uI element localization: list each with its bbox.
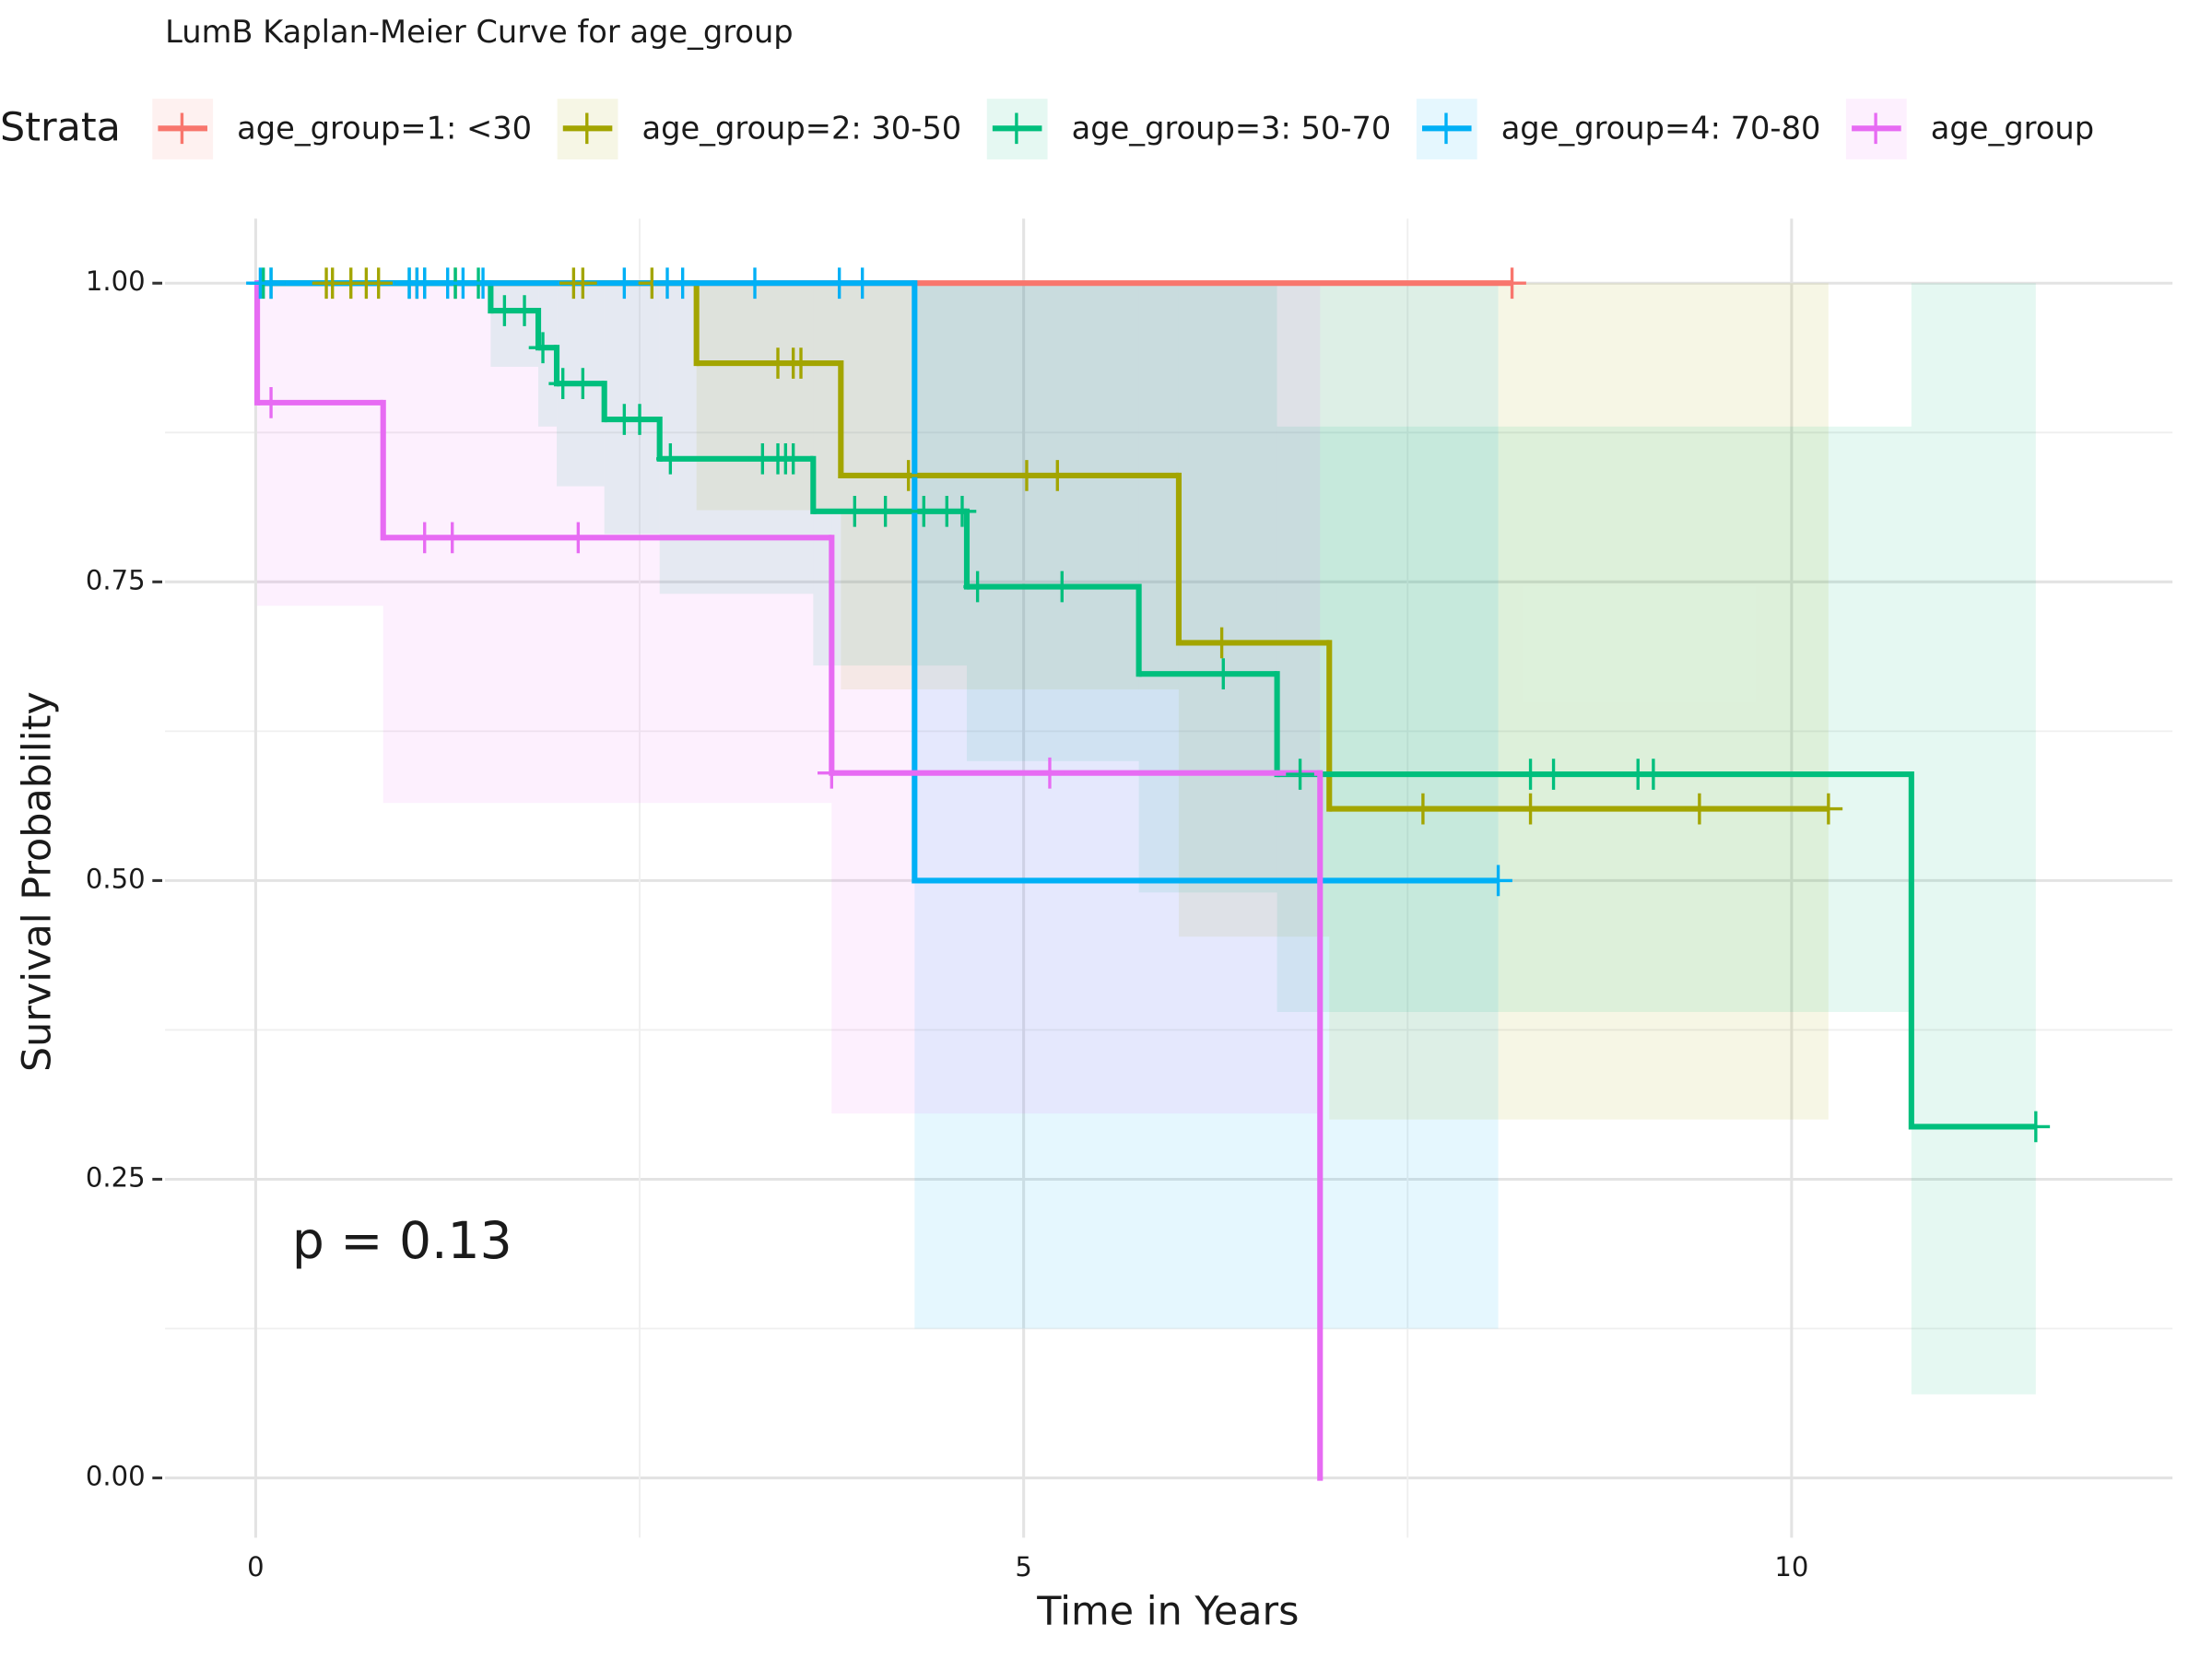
censor-mark: [610, 267, 639, 300]
censor-mark: [1207, 627, 1236, 659]
censor-mark: [2021, 1111, 2051, 1143]
layer-top: 0.00 0.25 0.50 0.75 1.00 0 5 10 p = 0.13 age_grou…: [86, 99, 2094, 1583]
legend-censor: [168, 112, 196, 145]
censor-mark: [894, 460, 923, 491]
y-tick-label: 0.00: [86, 1461, 146, 1492]
ci-band: [966, 283, 1139, 761]
censor-mark: [779, 442, 807, 475]
censor-mark: [668, 267, 697, 300]
censor-mark: [1042, 460, 1072, 491]
censor-mark: [1484, 865, 1512, 897]
censor-mark: [1012, 460, 1041, 491]
legend-censor: [572, 112, 602, 145]
ci-band: [257, 283, 383, 606]
censor-mark: [1516, 793, 1545, 825]
ci-band: [1178, 283, 1330, 937]
censor-mark: [1286, 759, 1314, 790]
censor-mark: [1539, 759, 1568, 790]
censor-mark: [841, 496, 869, 527]
legend-title: Strata: [0, 104, 121, 150]
censor-mark: [569, 368, 597, 399]
censor-mark: [740, 267, 770, 300]
censor-mark: [818, 757, 846, 789]
ci-band: [696, 283, 841, 511]
ci-band: [1138, 283, 1277, 893]
ci-band: [1329, 283, 1829, 1120]
legend-label: age_group=4: 70-80: [1501, 110, 1821, 146]
censor-mark: [625, 404, 654, 435]
censor-mark: [510, 295, 539, 326]
ci-band: [659, 283, 814, 594]
y-axis-title: Survival Probability: [14, 691, 60, 1072]
legend-censor: [1431, 112, 1461, 145]
y-tick-label: 0.75: [86, 564, 146, 595]
censor-mark: [1498, 267, 1526, 300]
censor-mark: [1639, 759, 1668, 790]
y-tick-label: 0.25: [86, 1161, 146, 1193]
censor-mark: [468, 267, 498, 300]
chart-title: LumB Kaplan-Meier Curve for age_group: [165, 14, 794, 50]
ci-band: [538, 283, 558, 427]
y-tick-label: 1.00: [86, 265, 146, 297]
censor-mark: [1685, 793, 1714, 825]
x-tick-label: 10: [1774, 1551, 1808, 1583]
censor-mark: [871, 496, 900, 527]
x-axis-title: Time in Years: [1036, 1589, 1299, 1635]
censor-mark: [1408, 793, 1438, 825]
censor-mark: [848, 267, 877, 300]
legend-label: age_group=3: 50-70: [1072, 110, 1392, 146]
censor-mark: [786, 347, 816, 379]
y-tick-label: 0.50: [86, 863, 146, 894]
ci-band: [914, 283, 1499, 1329]
censor-mark: [528, 332, 558, 364]
p-value: p = 0.13: [292, 1211, 512, 1270]
legend-censor: [1002, 112, 1031, 145]
ci-band: [1911, 283, 2036, 1394]
ci-band: [831, 283, 1321, 1114]
ci-band: [382, 283, 832, 804]
layer-bands: [257, 283, 2036, 1394]
censor-mark: [256, 387, 286, 418]
legend-label: age_group: [1931, 110, 2094, 146]
censor-mark: [569, 267, 597, 300]
censor-mark: [1047, 571, 1077, 603]
legend-censor: [1861, 112, 1890, 145]
censor-mark: [1035, 757, 1065, 789]
censor-mark: [364, 267, 394, 300]
censor-mark: [564, 522, 593, 554]
censor-mark: [410, 522, 440, 554]
ci-band: [841, 283, 1179, 689]
censor-mark: [656, 442, 685, 475]
censor-mark: [256, 267, 286, 300]
censor-mark: [1814, 793, 1843, 825]
ci-band: [1277, 426, 1912, 1012]
x-tick-label: 5: [1015, 1551, 1032, 1583]
legend-label: age_group=2: 30-50: [641, 110, 961, 146]
censor-mark: [1208, 658, 1238, 689]
x-tick-label: 0: [247, 1551, 265, 1583]
ci-band: [490, 283, 539, 367]
legend-label: age_group=1: <30: [237, 110, 532, 146]
ci-band: [604, 283, 660, 535]
censor-mark: [947, 496, 977, 527]
censor-mark: [438, 522, 467, 554]
censor-mark: [963, 571, 992, 603]
layer-marks: [246, 267, 2051, 1143]
